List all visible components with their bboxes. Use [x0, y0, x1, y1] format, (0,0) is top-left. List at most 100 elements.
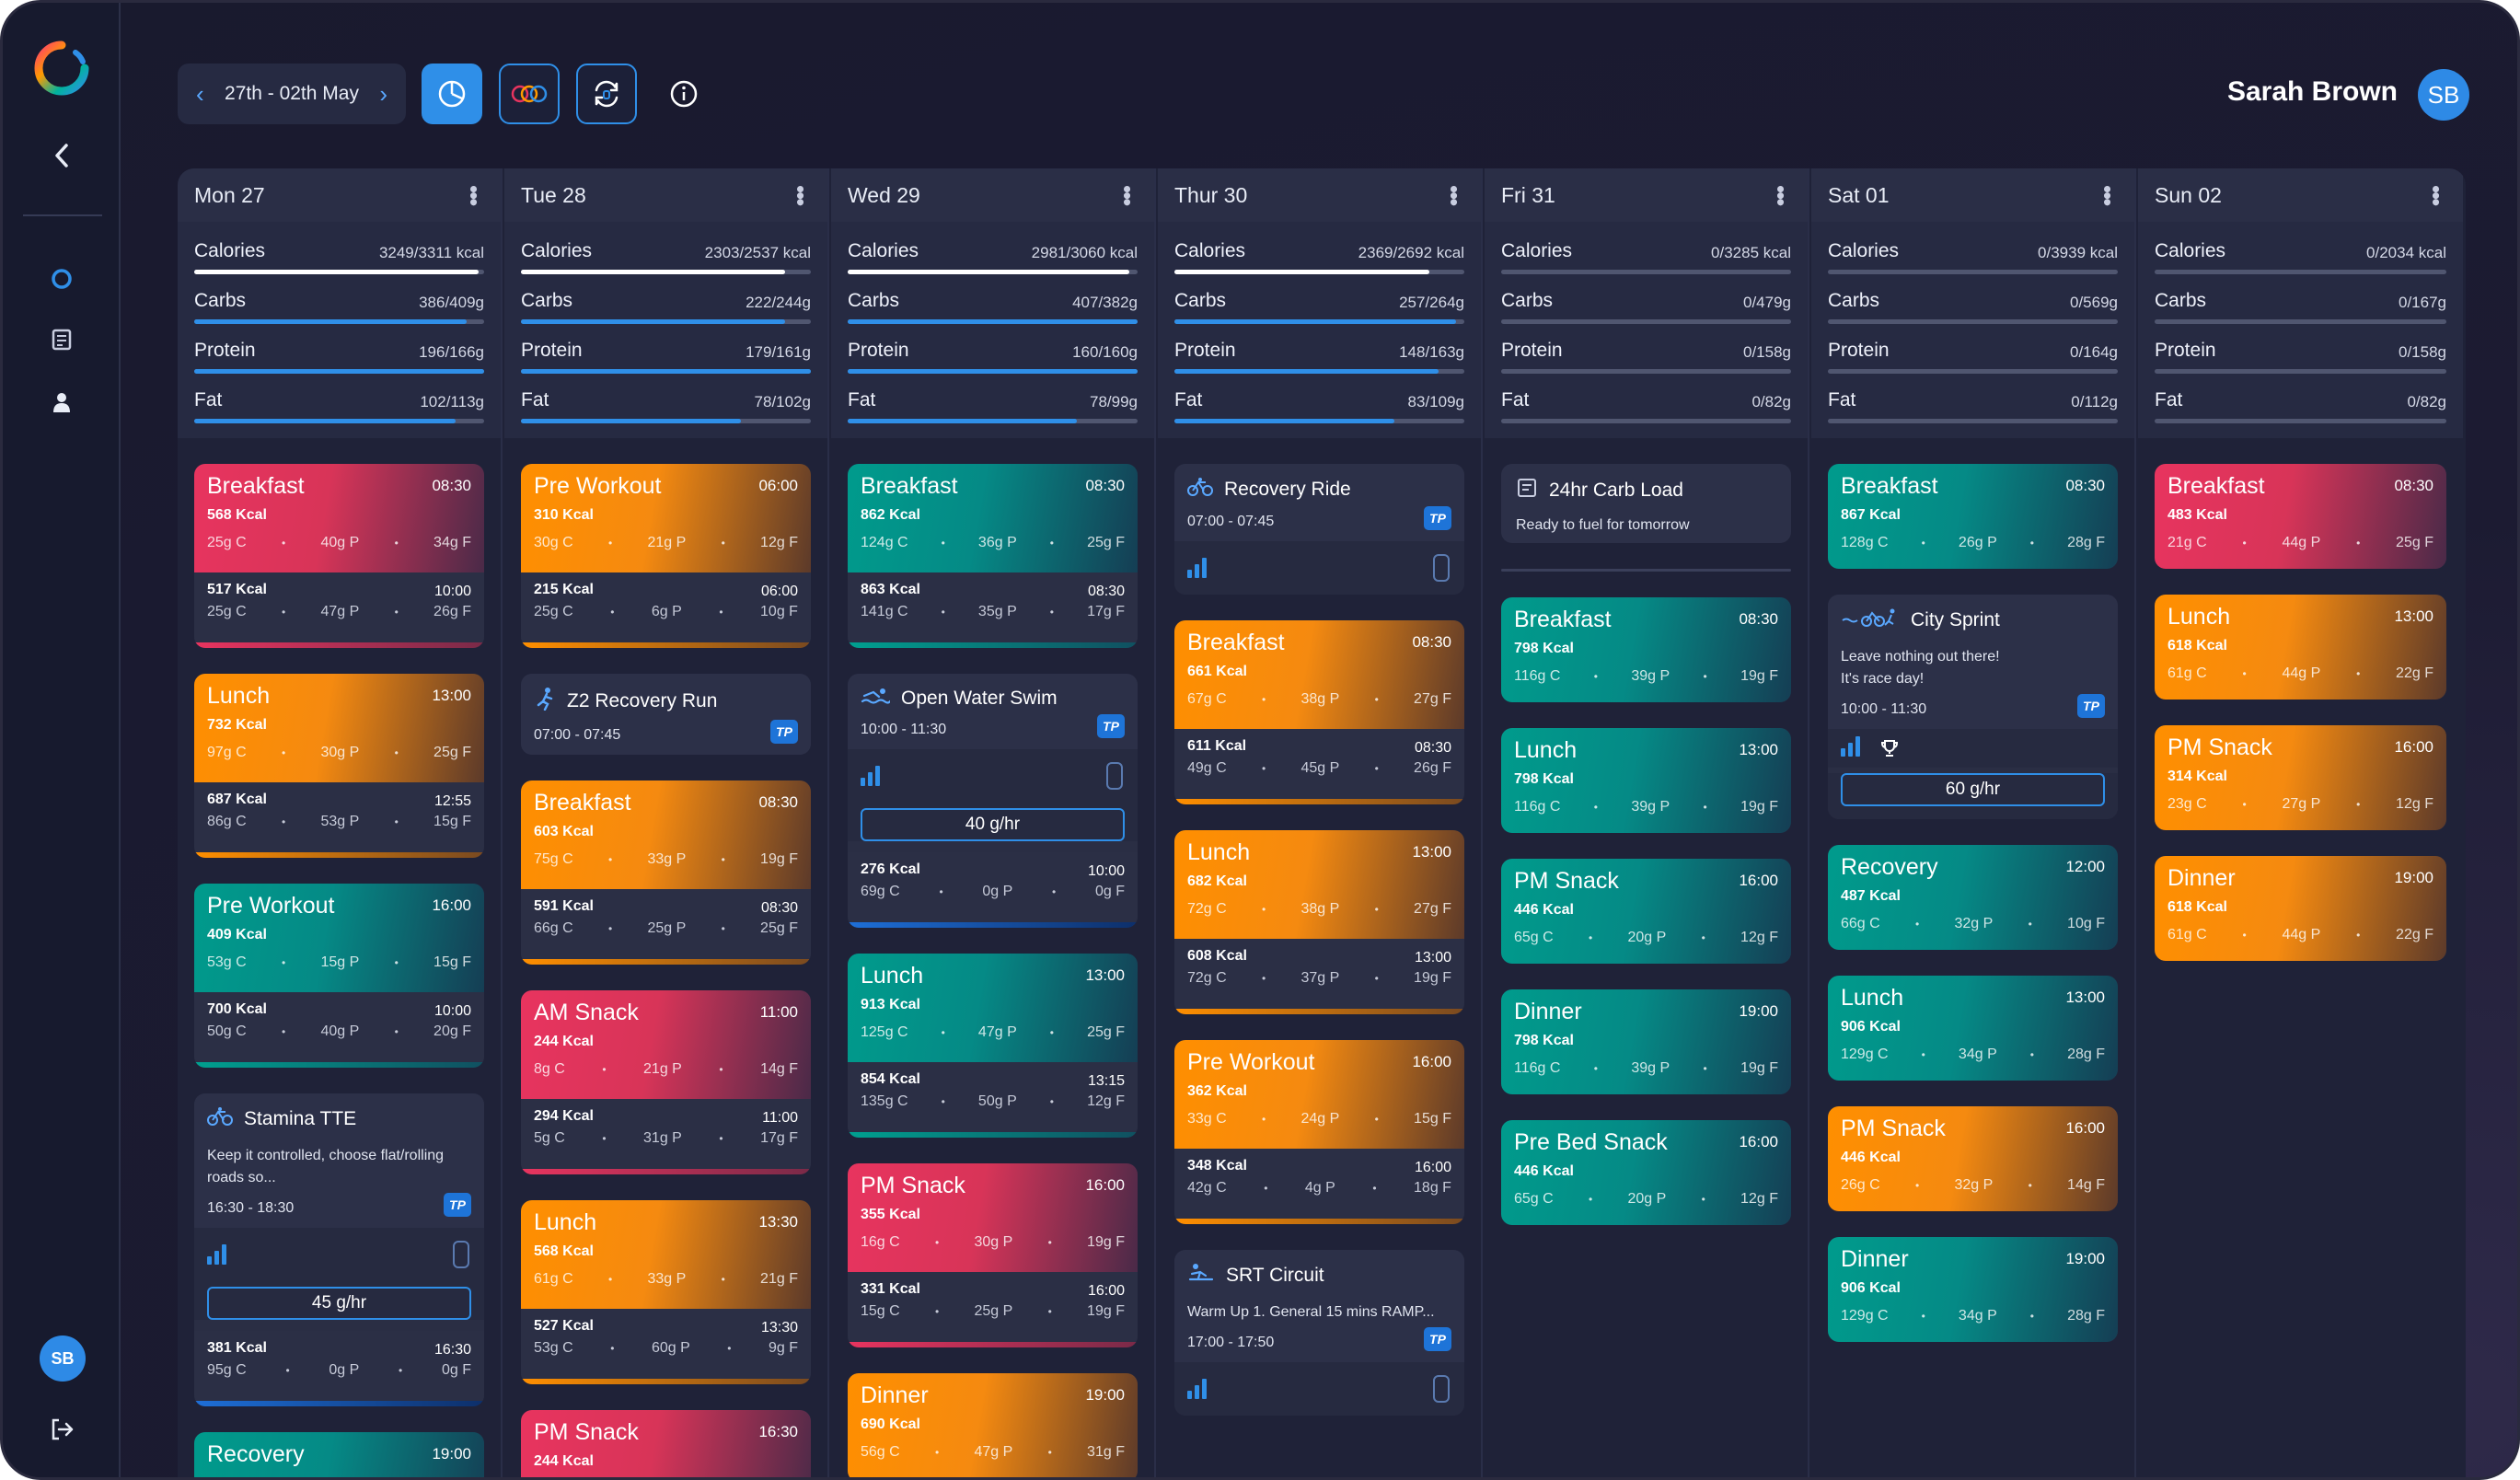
meal-header[interactable]: Lunch 13:00 906 Kcal 129g C • 34g P • 28g F [1828, 976, 2118, 1081]
actual-intake[interactable]: 527 Kcal 13:30 53g C • 60g P • 9g F [521, 1309, 811, 1379]
meal-header[interactable]: Pre Workout 06:00 310 Kcal 30g C • 21g P • 12g … [521, 464, 811, 572]
meal-card[interactable]: Dinner 19:00 906 Kcal 129g C • 34g P • 28g F [1828, 1237, 2118, 1342]
meal-card[interactable]: Lunch 13:00 732 Kcal 97g C • 30g P • 25g F 687 K… [194, 674, 484, 858]
more-options-icon[interactable]: ••• [460, 185, 488, 205]
meal-card[interactable]: Pre Bed Snack 16:00 446 Kcal 65g C • 20g P • 12… [1501, 1120, 1791, 1225]
meal-card[interactable]: Lunch 13:30 568 Kcal 61g C • 33g P • 21g F 527 K… [521, 1200, 811, 1384]
meal-header[interactable]: Breakfast 08:30 568 Kcal 25g C • 40g P • 34g F [194, 464, 484, 572]
pie-chart-button[interactable] [422, 64, 482, 124]
meal-header[interactable]: Dinner 19:00 618 Kcal 61g C • 44g P • 22g F [2155, 856, 2446, 961]
meal-card[interactable]: Breakfast 08:30 867 Kcal 128g C • 26g P • 28g F [1828, 464, 2118, 569]
meal-card[interactable]: Lunch 13:00 913 Kcal 125g C • 47g P • 25g F 854 … [848, 954, 1138, 1138]
watch-icon[interactable] [1106, 762, 1123, 790]
workout-card[interactable]: Recovery Ride 07:00 - 07:45 TP [1174, 464, 1464, 595]
meal-card[interactable]: Lunch 13:00 682 Kcal 72g C • 38g P • 27g F 608 K… [1174, 830, 1464, 1014]
carb-rate-field[interactable]: 60 g/hr [1841, 773, 2105, 806]
actual-intake[interactable]: 294 Kcal 11:00 5g C • 31g P • 17g F [521, 1099, 811, 1169]
meal-header[interactable]: Breakfast 08:30 661 Kcal 67g C • 38g P • 27g F [1174, 620, 1464, 729]
meal-header[interactable]: Lunch 13:00 798 Kcal 116g C • 39g P • 19g F [1501, 728, 1791, 833]
meal-card[interactable]: Breakfast 08:30 483 Kcal 21g C • 44g P • 25g F [2155, 464, 2446, 569]
document-icon[interactable] [43, 321, 80, 358]
meal-card[interactable]: Pre Workout 16:00 362 Kcal 33g C • 24g P • 15g … [1174, 1040, 1464, 1224]
meal-header[interactable]: Lunch 13:00 732 Kcal 97g C • 30g P • 25g F [194, 674, 484, 782]
user-icon[interactable] [43, 384, 80, 421]
meal-header[interactable]: Lunch 13:00 618 Kcal 61g C • 44g P • 22g F [2155, 595, 2446, 700]
workout-card[interactable]: Stamina TTE Keep it controlled, choose fl… [194, 1093, 484, 1406]
meal-card[interactable]: PM Snack 16:00 314 Kcal 23g C • 27g P • 12g F [2155, 725, 2446, 830]
meal-header[interactable]: Breakfast 08:30 798 Kcal 116g C • 39g P • 19g F [1501, 597, 1791, 702]
meal-card[interactable]: Breakfast 08:30 568 Kcal 25g C • 40g P • 34g F 5… [194, 464, 484, 648]
actual-intake[interactable]: 517 Kcal 10:00 25g C • 47g P • 26g F [194, 572, 484, 642]
actual-intake[interactable]: 611 Kcal 08:30 49g C • 45g P • 26g F [1174, 729, 1464, 799]
more-options-icon[interactable]: ••• [2422, 185, 2450, 205]
info-button[interactable] [653, 64, 714, 124]
workout-card[interactable]: Z2 Recovery Run 07:00 - 07:45 TP [521, 674, 811, 755]
meal-card[interactable]: Lunch 13:00 798 Kcal 116g C • 39g P • 19g F [1501, 728, 1791, 833]
meal-card[interactable]: Breakfast 08:30 862 Kcal 124g C • 36g P • 25g F… [848, 464, 1138, 648]
meal-card[interactable]: PM Snack 16:00 446 Kcal 26g C • 32g P • 14g F [1828, 1106, 2118, 1211]
workout-card[interactable]: City Sprint Leave nothing out there! It's … [1828, 595, 2118, 819]
actual-intake[interactable]: 348 Kcal 16:00 42g C • 4g P • 18g F [1174, 1149, 1464, 1219]
chevron-right-icon[interactable]: › [379, 79, 387, 108]
actual-intake[interactable]: 591 Kcal 08:30 66g C • 25g P • 25g F [521, 889, 811, 959]
meal-header[interactable]: Breakfast 08:30 483 Kcal 21g C • 44g P • 25g F [2155, 464, 2446, 569]
meal-header[interactable]: Pre Workout 16:00 409 Kcal 53g C • 15g P • 15g … [194, 884, 484, 992]
meal-card[interactable]: Recovery 12:00 487 Kcal 66g C • 32g P • 10g F [1828, 845, 2118, 950]
workout-card[interactable]: Open Water Swim 10:00 - 11:30 TP 40 g/hr 276… [848, 674, 1138, 928]
carb-rate-field[interactable]: 45 g/hr [207, 1287, 471, 1320]
actual-intake[interactable]: 687 Kcal 12:55 86g C • 53g P • 15g F [194, 782, 484, 852]
actual-intake[interactable]: 276 Kcal 10:00 69g C • 0g P • 0g F [848, 852, 1138, 922]
meal-header[interactable]: Breakfast 08:30 867 Kcal 128g C • 26g P • 28g F [1828, 464, 2118, 569]
meal-card[interactable]: Pre Workout 06:00 310 Kcal 30g C • 21g P • 12g … [521, 464, 811, 648]
workout-summary[interactable]: Open Water Swim 10:00 - 11:30 TP [848, 674, 1138, 749]
actual-intake[interactable]: 608 Kcal 13:00 72g C • 37g P • 19g F [1174, 939, 1464, 1009]
meal-card[interactable]: Recovery 19:00 [194, 1432, 484, 1477]
meal-header[interactable]: Breakfast 08:30 603 Kcal 75g C • 33g P • 19g F [521, 780, 811, 889]
actual-intake[interactable]: 215 Kcal 06:00 25g C • 6g P • 10g F [521, 572, 811, 642]
meal-card[interactable]: Dinner 19:00 798 Kcal 116g C • 39g P • 19g F [1501, 989, 1791, 1094]
logout-icon[interactable] [43, 1411, 80, 1448]
meal-card[interactable]: AM Snack 11:00 244 Kcal 8g C • 21g P • 14g F 294… [521, 990, 811, 1174]
meal-card[interactable]: Lunch 13:00 906 Kcal 129g C • 34g P • 28g F [1828, 976, 2118, 1081]
more-options-icon[interactable]: ••• [787, 185, 815, 205]
meal-header[interactable]: Breakfast 08:30 862 Kcal 124g C • 36g P • 25g F [848, 464, 1138, 572]
actual-intake[interactable]: 331 Kcal 16:00 15g C • 25g P • 19g F [848, 1272, 1138, 1342]
actual-intake[interactable]: 381 Kcal 16:30 95g C • 0g P • 0g F [194, 1331, 484, 1401]
workout-summary[interactable]: Z2 Recovery Run 07:00 - 07:45 TP [521, 674, 811, 755]
meal-header[interactable]: Dinner 19:00 798 Kcal 116g C • 39g P • 19g F [1501, 989, 1791, 1094]
race-summary[interactable]: City Sprint Leave nothing out there! It's … [1828, 595, 2118, 729]
date-range-selector[interactable]: ‹ 27th - 02th May › [178, 64, 406, 124]
circle-icon[interactable] [43, 260, 80, 297]
meal-header[interactable]: AM Snack 11:00 244 Kcal 8g C • 21g P • 14g F [521, 990, 811, 1099]
more-options-icon[interactable]: ••• [2094, 185, 2121, 205]
workout-summary[interactable]: Recovery Ride 07:00 - 07:45 TP [1174, 464, 1464, 541]
meal-header[interactable]: PM Snack 16:00 446 Kcal 26g C • 32g P • 14g F [1828, 1106, 2118, 1211]
workout-card[interactable]: 24hr Carb Load Ready to fuel for tomorrow [1501, 464, 1791, 543]
carb-rate-field[interactable]: 40 g/hr [861, 808, 1125, 841]
workout-summary[interactable]: SRT Circuit Warm Up 1. General 15 mins RA… [1174, 1250, 1464, 1362]
meal-header[interactable]: Recovery 19:00 [194, 1432, 484, 1477]
actual-intake[interactable]: 863 Kcal 08:30 141g C • 35g P • 17g F [848, 572, 1138, 642]
note-card[interactable]: 24hr Carb Load Ready to fuel for tomorrow [1501, 464, 1791, 543]
workout-card[interactable]: SRT Circuit Warm Up 1. General 15 mins RA… [1174, 1250, 1464, 1416]
more-options-icon[interactable]: ••• [1767, 185, 1795, 205]
meal-card[interactable]: Breakfast 08:30 603 Kcal 75g C • 33g P • 19g F 5… [521, 780, 811, 965]
meal-card[interactable]: Dinner 19:00 618 Kcal 61g C • 44g P • 22g F [2155, 856, 2446, 961]
meal-header[interactable]: Pre Workout 16:00 362 Kcal 33g C • 24g P • 15g … [1174, 1040, 1464, 1149]
meal-header[interactable]: PM Snack 16:00 446 Kcal 65g C • 20g P • 12g F [1501, 859, 1791, 964]
sidebar-avatar[interactable]: SB [40, 1335, 86, 1382]
meal-card[interactable]: Lunch 13:00 618 Kcal 61g C • 44g P • 22g F [2155, 595, 2446, 700]
chevron-left-icon[interactable] [43, 137, 80, 174]
actual-intake[interactable]: 700 Kcal 10:00 50g C • 40g P • 20g F [194, 992, 484, 1062]
meal-card[interactable]: Breakfast 08:30 798 Kcal 116g C • 39g P • 19g F [1501, 597, 1791, 702]
meal-card[interactable]: Pre Workout 16:00 409 Kcal 53g C • 15g P • 15g … [194, 884, 484, 1068]
user-avatar[interactable]: SB [2418, 69, 2469, 121]
meal-card[interactable]: Dinner 19:00 690 Kcal 56g C • 47g P • 31g F [848, 1373, 1138, 1477]
more-options-icon[interactable]: ••• [1440, 185, 1468, 205]
meal-card[interactable]: PM Snack 16:00 355 Kcal 16g C • 30g P • 19g F 33… [848, 1163, 1138, 1347]
watch-icon[interactable] [453, 1241, 469, 1268]
rings-button[interactable] [499, 64, 560, 124]
meal-header[interactable]: Lunch 13:00 682 Kcal 72g C • 38g P • 27g F [1174, 830, 1464, 939]
meal-header[interactable]: Pre Bed Snack 16:00 446 Kcal 65g C • 20g P • 12… [1501, 1120, 1791, 1225]
